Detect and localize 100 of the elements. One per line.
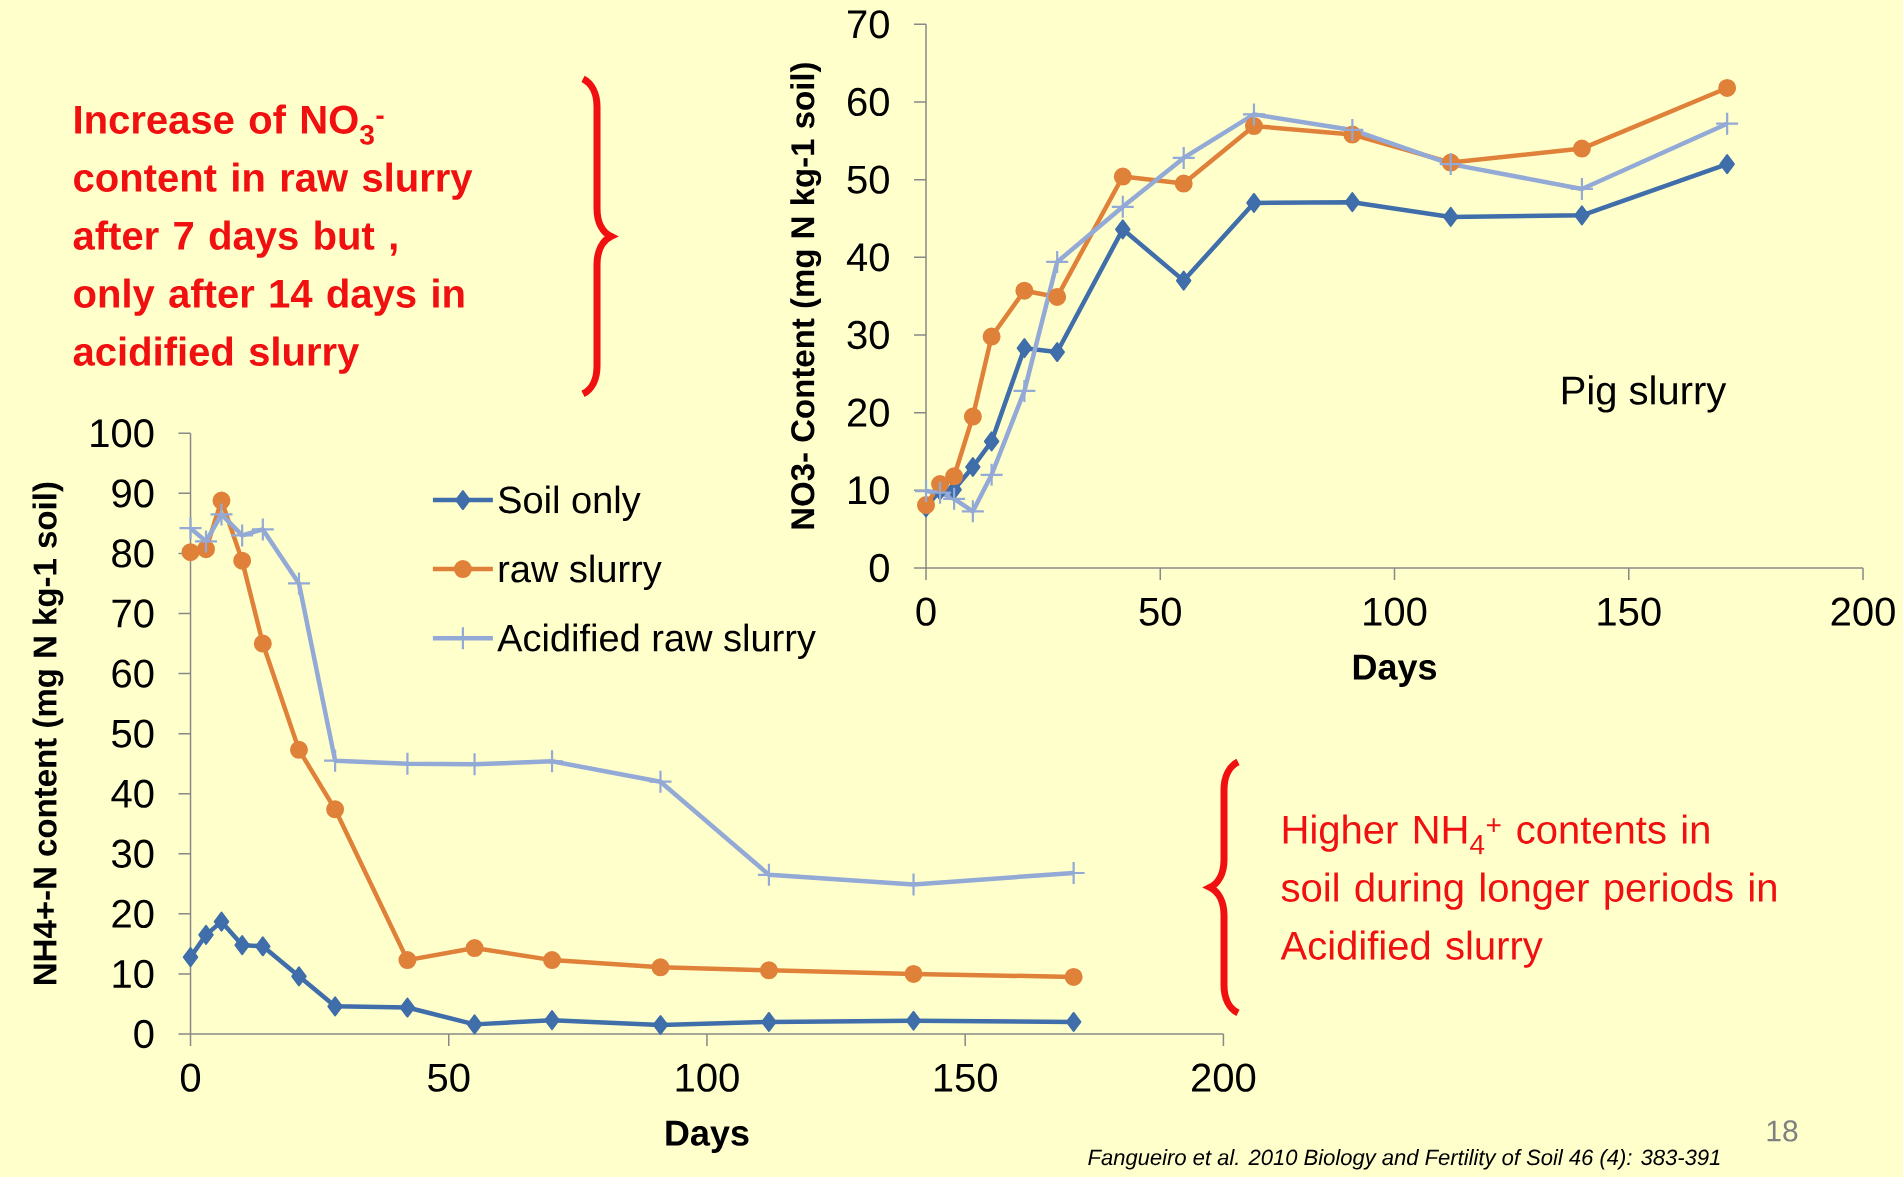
- point: [1048, 287, 1067, 306]
- point: [1016, 338, 1033, 359]
- x-tick-label: 50: [1139, 597, 1181, 626]
- annotation: Pig slurry: [1562, 375, 1727, 413]
- legend-label: raw slurry: [499, 554, 662, 590]
- x-axis-title: Days: [1353, 654, 1437, 687]
- point: [1013, 379, 1036, 402]
- y-tick-label: 30: [847, 320, 889, 350]
- point: [251, 518, 274, 541]
- point: [398, 951, 417, 970]
- point: [980, 463, 1003, 486]
- y-tick-label: 60: [848, 87, 889, 117]
- point: [1049, 342, 1065, 363]
- text: Increase of NO$_{3}$- content in raw slurry after 7 days but , only after 14 days in acidified slurry: [73, 104, 473, 374]
- x-tick-label: 150: [1598, 597, 1661, 626]
- point: [1574, 205, 1590, 226]
- point: [287, 572, 310, 595]
- point: [544, 1010, 560, 1031]
- point: [1115, 219, 1131, 240]
- point: [327, 996, 343, 1017]
- point: [904, 964, 923, 983]
- y-axis-title: NH4+-N content (mg N kg-1 soil): [32, 482, 64, 984]
- text: 18: [1767, 1120, 1798, 1142]
- y-tick-label: 70: [848, 10, 889, 39]
- point: [213, 911, 230, 932]
- point: [1344, 192, 1361, 213]
- point: [943, 487, 966, 510]
- point: [195, 530, 217, 553]
- point: [255, 936, 271, 957]
- point: [465, 939, 484, 958]
- point: [182, 947, 199, 968]
- point: [1572, 139, 1591, 158]
- point: [905, 1010, 922, 1031]
- x-tick-label: 100: [1364, 597, 1427, 626]
- point: [1015, 281, 1034, 300]
- point: [1718, 78, 1737, 97]
- x-tick-label: 200: [1192, 1063, 1256, 1092]
- point: [1716, 112, 1739, 135]
- point: [399, 997, 416, 1018]
- point: [1242, 103, 1265, 126]
- point: [1172, 146, 1195, 169]
- y-tick-label: 40: [846, 243, 889, 272]
- point: [761, 1011, 777, 1032]
- point: [231, 524, 254, 547]
- point: [1065, 1011, 1082, 1032]
- x-tick-label: 100: [676, 1063, 739, 1092]
- x-axis-title: Days: [666, 1120, 749, 1153]
- text: Higher NH$_{4}$$^{+}$ contents in soil during longer periods in Acidified slurry: [1280, 814, 1776, 968]
- point: [651, 958, 670, 977]
- y-tick-label: 90: [112, 479, 154, 508]
- x-tick-label: 200: [1831, 597, 1895, 626]
- point: [1064, 967, 1083, 986]
- y-tick-label: 0: [869, 553, 889, 583]
- point: [1244, 117, 1263, 136]
- point: [291, 966, 307, 987]
- x-tick-label: 150: [934, 1063, 997, 1092]
- point: [963, 407, 982, 426]
- legend-label: Acidified raw slurry: [497, 623, 816, 660]
- point: [1175, 270, 1192, 291]
- point: [210, 503, 233, 526]
- x-tick-label: 0: [916, 597, 936, 626]
- point: [179, 517, 202, 540]
- point: [198, 924, 214, 945]
- point: [543, 951, 562, 970]
- point: [1442, 206, 1459, 227]
- point: [181, 543, 200, 562]
- point: [982, 327, 1001, 346]
- point: [649, 770, 672, 793]
- y-tick-label: 10: [113, 959, 154, 989]
- point: [759, 961, 778, 980]
- y-tick-label: 70: [112, 599, 154, 628]
- y-tick-label: 30: [112, 839, 154, 868]
- point: [983, 431, 1000, 452]
- point: [652, 1014, 669, 1035]
- point: [961, 500, 984, 523]
- point: [965, 457, 981, 478]
- point: [915, 480, 938, 503]
- y-tick-label: 20: [847, 398, 889, 427]
- y-tick-label: 10: [849, 476, 889, 505]
- legend-label: Soil only: [498, 485, 641, 521]
- point: [466, 1014, 483, 1035]
- y-tick-label: 20: [112, 899, 154, 929]
- y-tick-label: 40: [111, 779, 154, 808]
- y-tick-label: 50: [847, 165, 889, 194]
- y-tick-label: 60: [112, 659, 154, 688]
- point: [233, 551, 252, 570]
- y-tick-label: 80: [112, 539, 154, 568]
- point: [1341, 118, 1364, 141]
- point: [326, 800, 345, 819]
- y-tick-label: 50: [112, 719, 154, 748]
- point: [1719, 154, 1735, 175]
- point: [1246, 192, 1262, 213]
- x-tick-label: 50: [428, 1063, 470, 1092]
- point: [1570, 177, 1593, 200]
- point: [1174, 174, 1193, 193]
- point: [1111, 195, 1134, 218]
- point: [945, 467, 964, 486]
- point: [1046, 250, 1069, 273]
- point: [289, 740, 308, 759]
- y-axis-title: NO3- Content (mg N kg-1 soil): [790, 63, 822, 529]
